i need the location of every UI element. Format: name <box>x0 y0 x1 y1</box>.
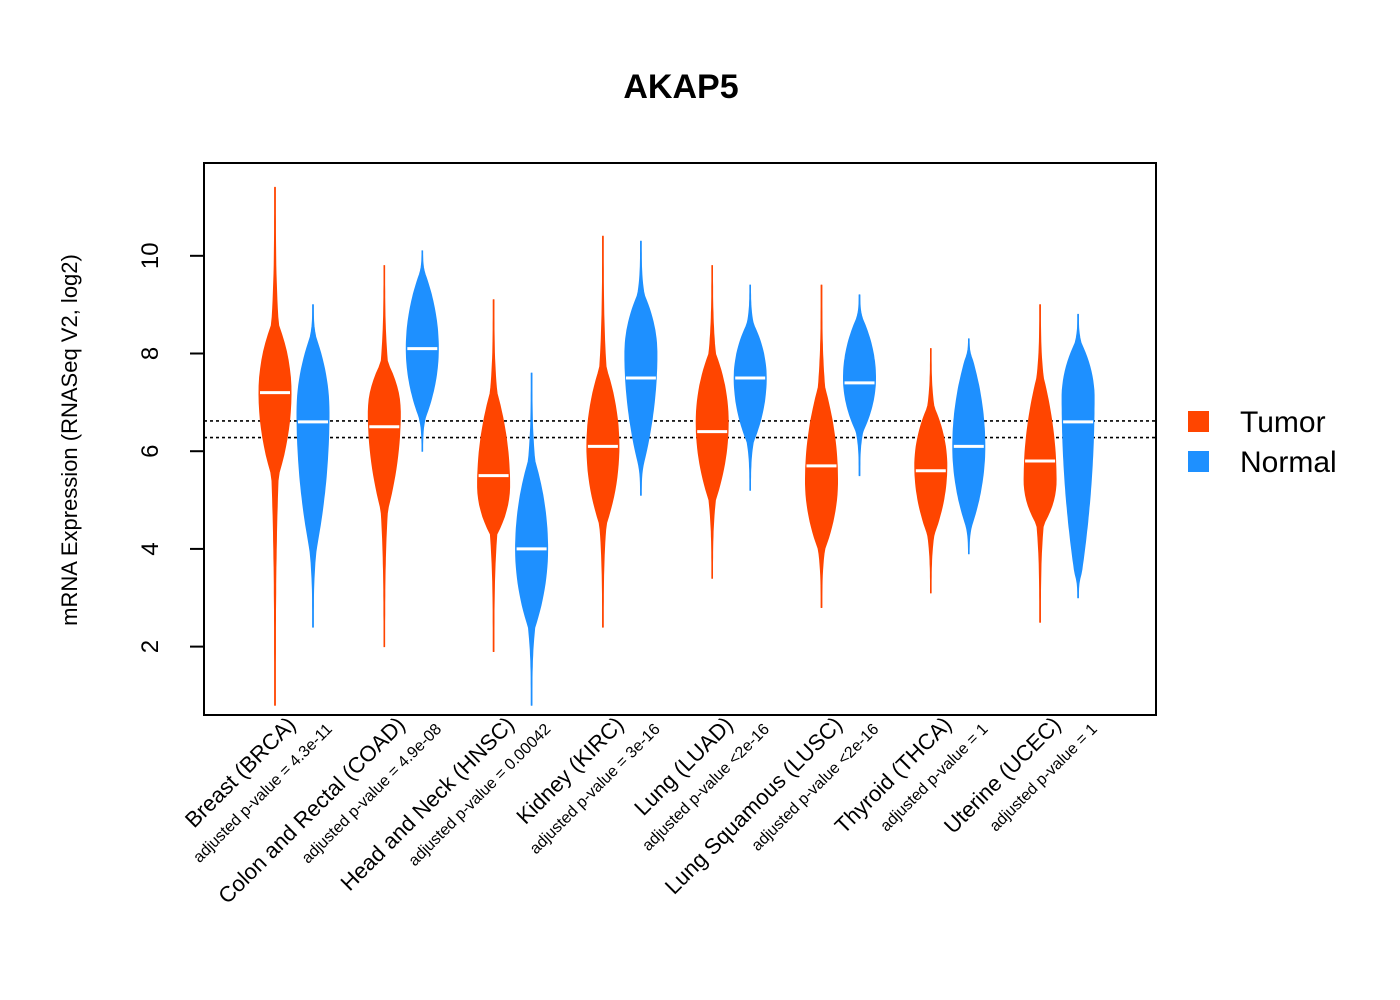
violin-normal <box>624 240 658 496</box>
legend-label-tumor: Tumor <box>1240 406 1326 439</box>
legend: Tumor Normal <box>1188 406 1337 479</box>
violin-normal <box>1061 313 1095 599</box>
violin-tumor <box>805 284 838 608</box>
violin-tumor <box>258 186 292 706</box>
y-axis-label: mRNA Expression (RNASeq V2, log2) <box>57 254 82 626</box>
legend-swatch-tumor <box>1188 411 1209 432</box>
violin-normal <box>515 372 549 706</box>
violin-normal <box>733 284 767 491</box>
x-axis-labels: Breast (BRCA)adjusted p-value = 4.3e-11C… <box>180 712 1101 909</box>
violin-tumor <box>367 265 401 648</box>
violin-normal <box>843 294 876 477</box>
legend-swatch-normal <box>1188 451 1209 472</box>
y-tick-label: 2 <box>137 640 164 653</box>
violin-tumor <box>586 235 620 628</box>
chart-title: AKAP5 <box>623 68 738 106</box>
y-tick-label: 8 <box>137 347 164 360</box>
y-tick-label: 6 <box>137 445 164 458</box>
y-tick-label: 10 <box>137 242 164 269</box>
plot-area: 2 4 6 8 10 <box>137 162 1157 716</box>
legend-label-normal: Normal <box>1240 446 1337 479</box>
violin-normal <box>296 304 330 628</box>
violin-normal <box>405 250 439 452</box>
violin-tumor <box>695 265 729 579</box>
y-tick-label: 4 <box>137 542 164 555</box>
violin-tumor <box>1023 304 1057 623</box>
plot-frame <box>203 162 1157 716</box>
